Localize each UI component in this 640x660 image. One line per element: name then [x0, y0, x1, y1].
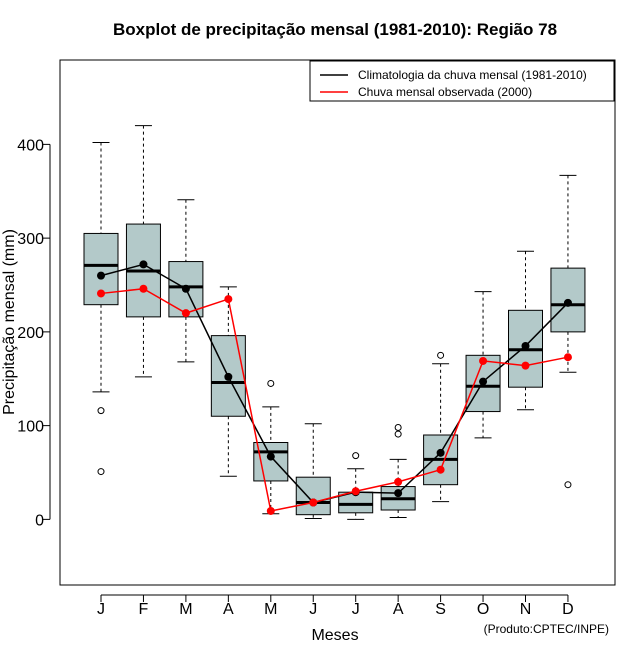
- box-5: [295, 423, 331, 519]
- chart-title: Boxplot de precipitação mensal (1981-201…: [113, 20, 557, 39]
- y-tick-label-0: 0: [35, 512, 44, 529]
- series-point-1-0: [97, 289, 105, 298]
- y-axis-label: Precipitação mensal (mm): [1, 229, 18, 415]
- series-point-1-5: [309, 498, 318, 507]
- y-tick-label-400: 400: [17, 137, 44, 154]
- series-point-0-7: [394, 489, 403, 498]
- plot-frame: [59, 59, 616, 586]
- box-1: [125, 125, 161, 378]
- series-point-0-11: [563, 298, 572, 307]
- box-11: [550, 174, 586, 489]
- series-point-1-7: [394, 477, 403, 486]
- series-point-1-11: [563, 353, 572, 362]
- boxes-group: [83, 125, 586, 520]
- box-7: [380, 424, 416, 518]
- outlier-1: [97, 468, 105, 476]
- outlier-0: [97, 407, 105, 415]
- series-point-1-1: [139, 284, 148, 293]
- x-tick-label-8: S: [435, 601, 446, 618]
- x-tick-label-7: A: [393, 601, 404, 618]
- box-6: [338, 452, 374, 520]
- box-2: [168, 199, 204, 363]
- credit-text: (Produto:CPTEC/INPE): [484, 622, 609, 636]
- series-lines: [97, 260, 572, 515]
- box-10: [508, 250, 543, 411]
- series-point-0-8: [436, 448, 445, 457]
- x-tick-label-1: F: [139, 601, 149, 618]
- series-point-1-10: [521, 361, 530, 370]
- outlier-0: [352, 452, 360, 460]
- x-tick-label-4: M: [264, 601, 277, 618]
- y-tick-label-300: 300: [17, 231, 44, 248]
- y-tick-label-100: 100: [17, 419, 44, 436]
- series-point-1-4: [266, 506, 275, 515]
- x-tick-label-2: M: [179, 601, 192, 618]
- series-point-1-6: [351, 487, 360, 496]
- series-point-0-4: [266, 452, 275, 461]
- legend-label-0: Climatologia da chuva mensal (1981-2010): [358, 68, 587, 82]
- x-tick-label-5: J: [309, 601, 317, 618]
- x-tick-label-9: O: [477, 601, 489, 618]
- x-axis-label: Meses: [311, 627, 358, 644]
- box-iqr: [295, 476, 331, 516]
- series-point-1-2: [181, 309, 190, 318]
- legend: Climatologia da chuva mensal (1981-2010)…: [309, 60, 615, 102]
- x-tick-label-3: A: [223, 601, 234, 618]
- y-axis: 0 100 200 300 400: [17, 137, 51, 529]
- outlier-0: [267, 379, 275, 387]
- box-3: [210, 286, 246, 477]
- series-point-1-9: [479, 356, 488, 365]
- series-point-1-8: [436, 465, 445, 474]
- outlier-0: [564, 481, 572, 489]
- y-tick-label-200: 200: [17, 325, 44, 342]
- series-point-0-10: [521, 341, 530, 350]
- x-tick-label-0: J: [97, 601, 105, 618]
- legend-label-1: Chuva mensal observada (2000): [358, 85, 532, 99]
- box-0: [83, 142, 119, 476]
- box-8: [423, 351, 459, 503]
- outlier-0: [437, 351, 445, 359]
- legend-box: [309, 60, 615, 102]
- series-point-0-9: [479, 377, 488, 386]
- series-1: [97, 284, 572, 515]
- series-0: [97, 260, 572, 507]
- x-tick-label-10: N: [520, 601, 532, 618]
- series-point-0-2: [181, 284, 190, 293]
- series-point-0-0: [97, 271, 105, 280]
- outlier-0: [394, 430, 402, 438]
- x-tick-label-6: J: [352, 601, 360, 618]
- series-point-1-3: [224, 295, 233, 304]
- series-point-0-3: [224, 372, 233, 381]
- box-4: [253, 379, 289, 515]
- series-line-1: [100, 287, 569, 512]
- box-iqr: [253, 442, 289, 482]
- x-tick-label-11: D: [562, 601, 574, 618]
- series-point-0-1: [139, 260, 148, 269]
- outlier-1: [394, 424, 402, 431]
